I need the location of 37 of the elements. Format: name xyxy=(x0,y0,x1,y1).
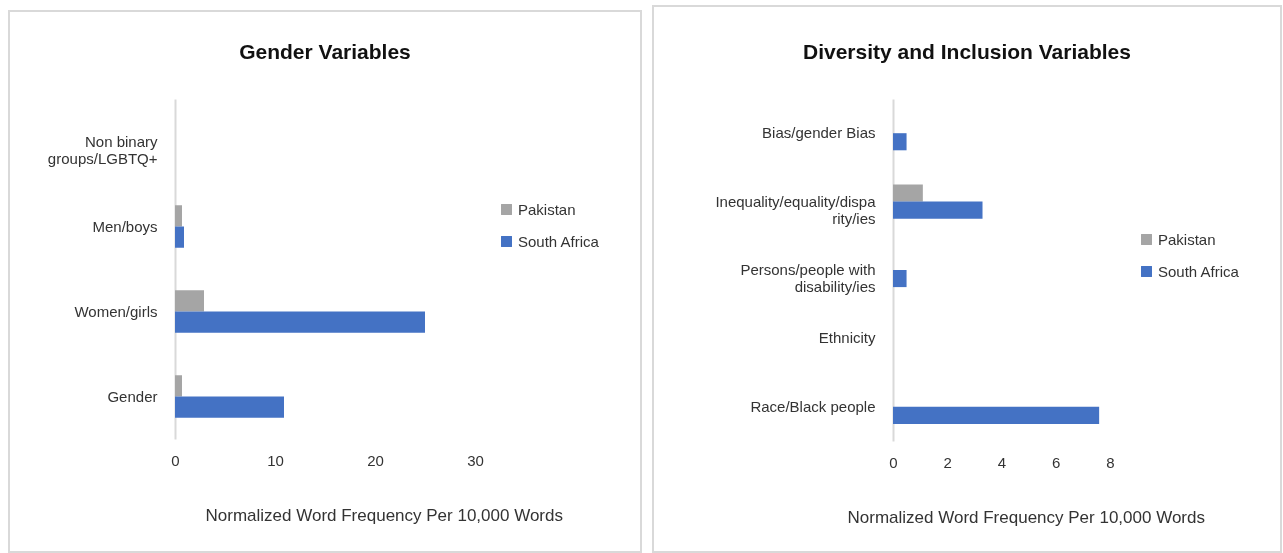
bar xyxy=(893,270,907,288)
x-tick-label: 20 xyxy=(367,451,384,469)
x-axis-title: Normalized Word Frequency Per 10,000 Words xyxy=(847,507,1205,527)
x-tick-label: 2 xyxy=(943,453,952,471)
x-tick-label: 0 xyxy=(171,451,180,469)
x-tick-label: 10 xyxy=(267,451,284,469)
y-tick-label: Non binary groups/LGBTQ+ xyxy=(47,132,158,167)
y-tick-label: Ethnicity xyxy=(818,329,876,347)
legend-label: Pakistan xyxy=(518,200,576,218)
x-tick-label: 6 xyxy=(1052,453,1061,471)
bar xyxy=(175,226,184,248)
y-tick-label: Inequality/equality/disparity/ies xyxy=(715,192,877,227)
legend-label: South Africa xyxy=(518,232,600,250)
bar xyxy=(175,290,204,312)
x-tick-label: 30 xyxy=(467,451,484,469)
y-tick-label: Bias/gender Bias xyxy=(762,124,876,142)
bar xyxy=(175,205,182,227)
x-tick-label: 0 xyxy=(889,453,898,471)
x-tick-label: 8 xyxy=(1106,453,1115,471)
x-tick-label: 4 xyxy=(997,453,1007,471)
bar xyxy=(893,184,923,202)
legend-label: Pakistan xyxy=(1158,230,1216,248)
y-tick-label: Gender xyxy=(107,387,158,405)
bar xyxy=(893,201,983,219)
bar xyxy=(893,133,907,151)
y-tick-label: Persons/people with disability/ies xyxy=(740,261,876,295)
y-tick-label: Women/girls xyxy=(74,302,158,320)
bar xyxy=(175,311,425,333)
chart-title: Diversity and Inclusion Variables xyxy=(803,40,1131,63)
y-tick-label: Men/boys xyxy=(92,217,158,235)
bar xyxy=(175,375,182,397)
bar xyxy=(175,396,284,418)
chart-title: Gender Variables xyxy=(239,40,411,63)
x-axis-title: Normalized Word Frequency Per 10,000 Words xyxy=(205,505,563,525)
y-tick-label: Race/Black people xyxy=(750,397,876,415)
bar xyxy=(893,406,1100,424)
legend-label: South Africa xyxy=(1158,262,1240,280)
